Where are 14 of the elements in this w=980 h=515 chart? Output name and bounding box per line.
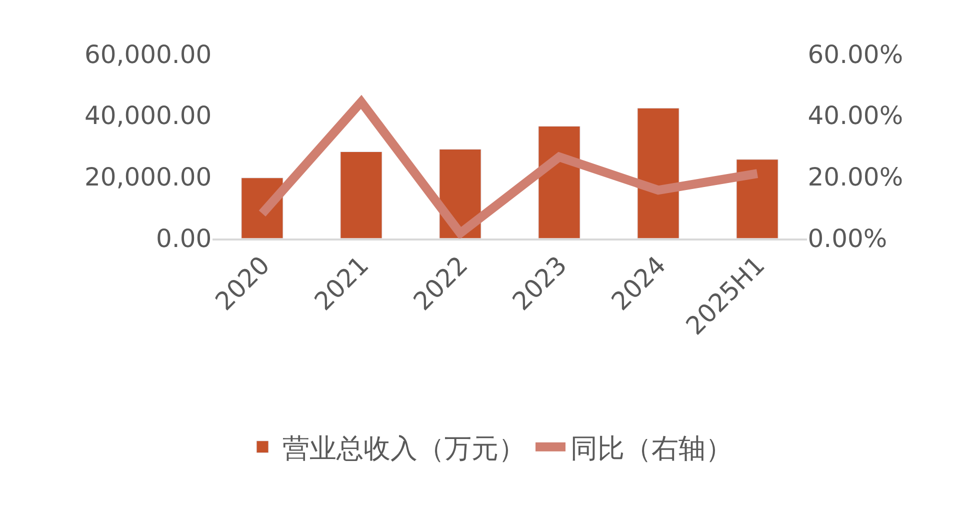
- y-tick-label: 20,000.00: [84, 162, 212, 192]
- bar: [538, 126, 580, 238]
- bar: [340, 151, 382, 238]
- legend-label: 同比（右轴）: [570, 433, 732, 464]
- y2-tick-label: 40.00%: [808, 101, 904, 130]
- y-tick-label: 40,000.00: [84, 101, 212, 130]
- y2-tick-label: 0.00%: [808, 224, 888, 254]
- bar: [736, 159, 778, 238]
- y2-tick-label: 20.00%: [808, 162, 904, 192]
- y-tick-label: 60,000.00: [84, 40, 212, 69]
- legend-label: 营业总收入（万元）: [282, 433, 526, 464]
- y2-tick-label: 60.00%: [808, 40, 904, 69]
- bar: [637, 108, 680, 238]
- y-tick-label: 0.00: [156, 224, 212, 254]
